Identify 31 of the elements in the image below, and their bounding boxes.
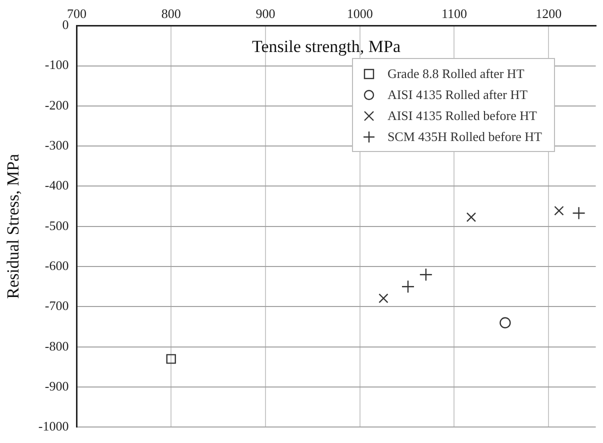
point	[572, 206, 586, 220]
y-axis-title: Residual Stress, MPa	[4, 153, 23, 299]
y-tick-label: -500	[44, 218, 69, 233]
y-tick-label: -400	[44, 178, 69, 193]
y-tick-label: -100	[44, 57, 69, 72]
x-tick-label: 800	[161, 6, 181, 22]
legend-label: AISI 4135 Rolled before HT	[387, 108, 537, 124]
point	[466, 212, 476, 222]
point	[166, 354, 176, 364]
point	[554, 206, 564, 216]
x-tick-label: 700	[66, 6, 86, 22]
y-tick-label: -600	[44, 258, 69, 273]
x-tick-label: 900	[256, 6, 276, 22]
y-tick-label: -800	[44, 338, 69, 354]
x-tick-label: 1000	[346, 6, 373, 22]
legend-label: AISI 4135 Rolled after HT	[387, 86, 528, 102]
x-axis-title: Tensile strength, MPa	[252, 37, 401, 56]
y-tick-label: -900	[44, 378, 69, 394]
y-tick-label: -700	[44, 298, 69, 314]
y-tick-label: -200	[44, 97, 69, 112]
x-tick-label: 1200	[536, 6, 562, 22]
point	[500, 317, 511, 328]
x-tick-label: 1100	[441, 6, 467, 22]
point	[401, 280, 415, 294]
legend-label: SCM 435H Rolled before HT	[387, 128, 542, 144]
point	[419, 268, 433, 282]
y-tick-label: -300	[44, 138, 69, 152]
y-tick-label: -1000	[38, 418, 69, 434]
y-tick-label: 0	[62, 17, 69, 32]
legend-label: Grade 8.8 Rolled after HT	[387, 66, 524, 82]
point	[378, 293, 388, 304]
